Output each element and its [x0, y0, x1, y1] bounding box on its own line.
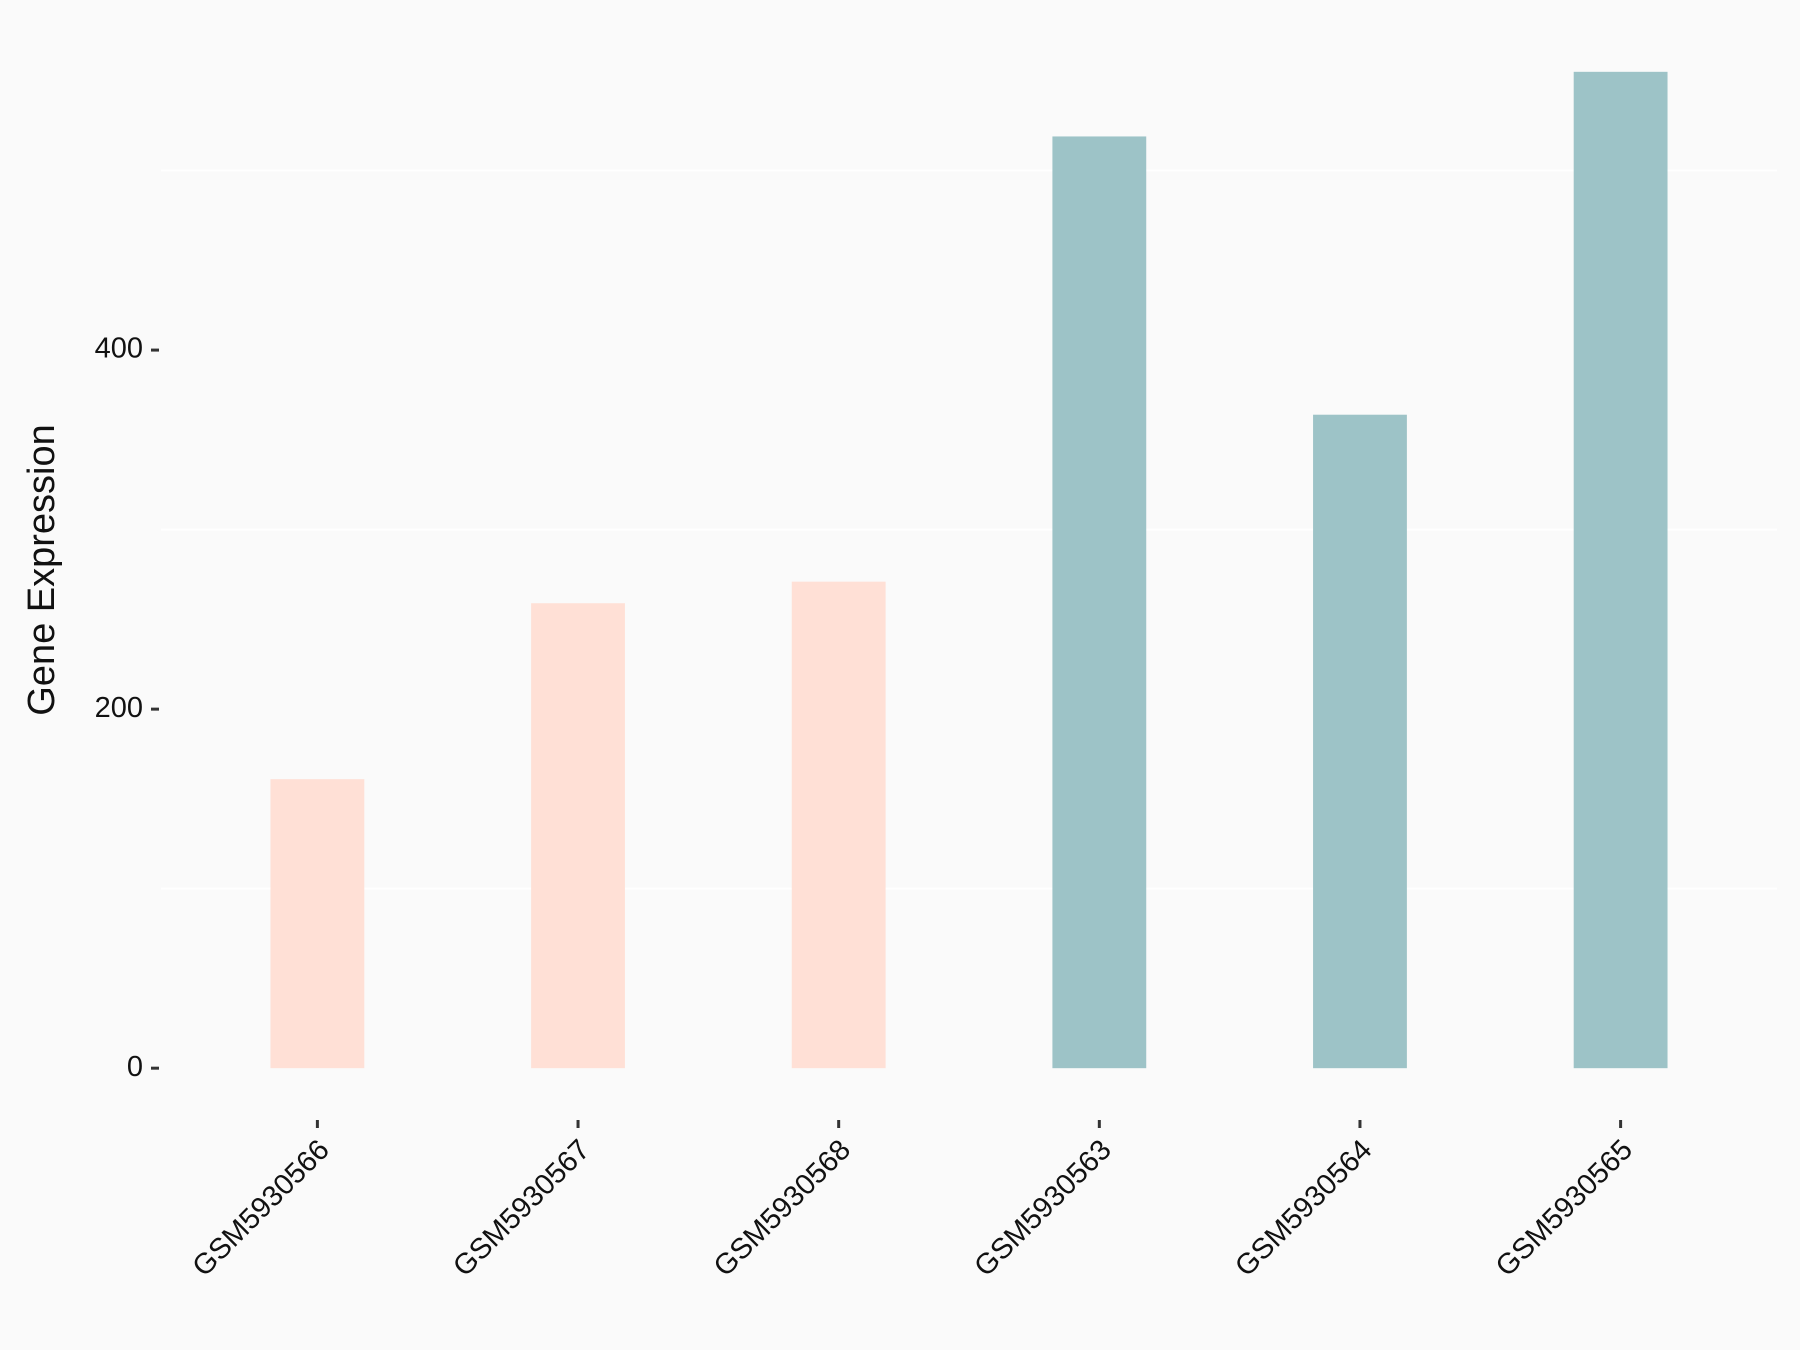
x-tick-label: GSM5930565: [1490, 1134, 1639, 1283]
x-tick-label: GSM5930564: [1229, 1134, 1378, 1283]
bar: [1313, 414, 1407, 1069]
y-tick-label: 200: [95, 692, 143, 724]
y-tick-label: 400: [95, 333, 143, 365]
x-tick-label: GSM5930567: [447, 1134, 596, 1283]
x-tick-label: GSM5930566: [187, 1134, 336, 1283]
y-tick-label: 0: [127, 1051, 143, 1083]
bar: [270, 779, 365, 1069]
bar: [531, 603, 625, 1069]
bar: [1052, 136, 1147, 1069]
x-tick-label: GSM5930568: [708, 1134, 857, 1283]
bar: [791, 581, 886, 1069]
y-axis-label: Gene Expression: [21, 424, 63, 716]
x-tick-label: GSM5930563: [969, 1134, 1118, 1283]
bar: [1573, 71, 1668, 1069]
